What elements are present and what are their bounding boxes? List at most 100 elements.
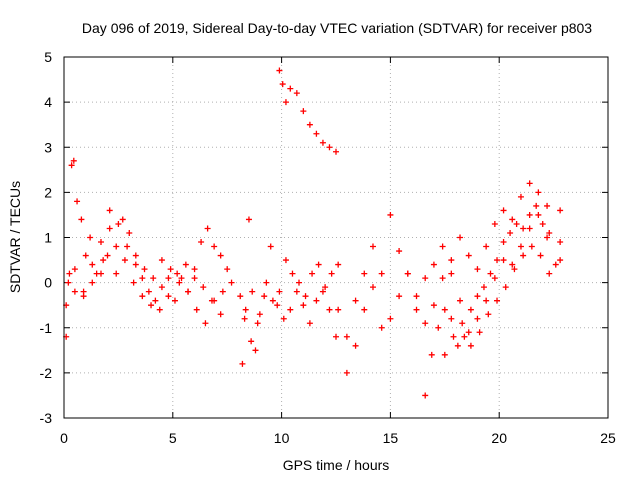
- data-point: [97, 239, 104, 246]
- data-point: [461, 333, 468, 340]
- data-point: [211, 297, 218, 304]
- data-point: [89, 261, 96, 268]
- data-point: [217, 311, 224, 318]
- data-point: [328, 270, 335, 277]
- data-point: [165, 293, 172, 300]
- data-point: [517, 243, 524, 250]
- data-point: [396, 293, 403, 300]
- y-tick-label: 1: [44, 230, 52, 246]
- y-tick-label: 2: [44, 184, 52, 200]
- data-point: [113, 243, 120, 250]
- data-point: [319, 288, 326, 295]
- y-tick-label: 4: [44, 94, 52, 110]
- data-point: [313, 130, 320, 137]
- data-point: [494, 297, 501, 304]
- data-point: [544, 202, 551, 209]
- data-point: [474, 315, 481, 322]
- data-point: [74, 198, 81, 205]
- data-point: [326, 144, 333, 151]
- data-point: [369, 243, 376, 250]
- data-point: [467, 342, 474, 349]
- data-point: [66, 270, 73, 277]
- data-point: [78, 216, 85, 223]
- data-point: [413, 306, 420, 313]
- data-point: [252, 347, 259, 354]
- data-point: [439, 275, 446, 282]
- data-point: [176, 279, 183, 286]
- data-point: [148, 302, 155, 309]
- data-point: [193, 306, 200, 313]
- data-point: [435, 324, 442, 331]
- series-track-d: [239, 216, 342, 367]
- data-point: [313, 297, 320, 304]
- data-point: [546, 270, 553, 277]
- data-point: [465, 252, 472, 259]
- data-point: [387, 315, 394, 322]
- data-point: [352, 342, 359, 349]
- series-track-g: [335, 211, 559, 340]
- data-point: [454, 342, 461, 349]
- data-point: [191, 275, 198, 282]
- data-point: [441, 351, 448, 358]
- data-point: [487, 270, 494, 277]
- data-point: [306, 320, 313, 327]
- y-tick-labels: -3 -2 -1 0 1 2 3 4 5: [40, 49, 53, 426]
- data-point: [502, 284, 509, 291]
- data-point: [89, 279, 96, 286]
- data-point: [198, 239, 205, 246]
- data-point: [245, 216, 252, 223]
- x-tick-label: 25: [600, 430, 616, 446]
- data-point: [509, 216, 516, 223]
- data-point: [132, 252, 139, 259]
- data-point: [293, 288, 300, 295]
- data-point: [430, 261, 437, 268]
- data-point: [485, 311, 492, 318]
- data-point: [68, 162, 75, 169]
- x-tick-label: 15: [383, 430, 399, 446]
- data-point: [296, 279, 303, 286]
- data-point: [71, 266, 78, 273]
- data-point: [378, 324, 385, 331]
- data-point: [224, 266, 231, 273]
- data-point: [448, 257, 455, 264]
- data-point: [119, 216, 126, 223]
- y-tick-label: -2: [40, 365, 53, 381]
- data-point: [249, 288, 256, 295]
- data-point: [500, 257, 507, 264]
- data-point: [158, 257, 165, 264]
- data-point: [322, 284, 329, 291]
- y-tick-label: 3: [44, 139, 52, 155]
- data-point: [280, 315, 287, 322]
- chart-title: Day 096 of 2019, Sidereal Day-to-day VTE…: [82, 20, 592, 36]
- data-point: [526, 225, 533, 232]
- plot-frame: [63, 56, 609, 419]
- data-point: [476, 329, 483, 336]
- data-point: [287, 306, 294, 313]
- data-point: [439, 243, 446, 250]
- data-point: [65, 279, 72, 286]
- data-points: [63, 67, 564, 399]
- series-track-f: [276, 67, 339, 155]
- data-point: [535, 189, 542, 196]
- data-point: [204, 225, 211, 232]
- data-point: [480, 284, 487, 291]
- data-point: [121, 257, 128, 264]
- data-point: [335, 306, 342, 313]
- data-point: [239, 360, 246, 367]
- data-point: [552, 261, 559, 268]
- data-point: [369, 284, 376, 291]
- data-point: [430, 302, 437, 309]
- y-tick-label: 5: [44, 49, 52, 65]
- data-point: [237, 293, 244, 300]
- data-point: [115, 220, 122, 227]
- y-tick-label: -1: [40, 320, 53, 336]
- data-point: [500, 239, 507, 246]
- data-point: [217, 252, 224, 259]
- y-tick-label: 0: [44, 275, 52, 291]
- data-point: [387, 211, 394, 218]
- data-point: [282, 99, 289, 106]
- data-point: [80, 293, 87, 300]
- data-point: [517, 193, 524, 200]
- data-point: [343, 369, 350, 376]
- data-point: [158, 284, 165, 291]
